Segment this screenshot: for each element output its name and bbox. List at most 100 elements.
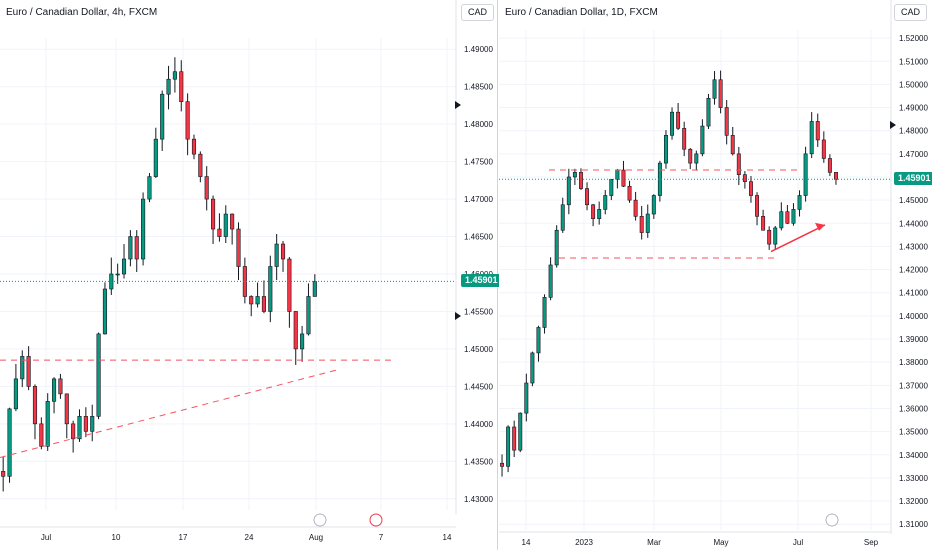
y-tick-label: 1.47000 bbox=[464, 195, 493, 204]
candle-body bbox=[45, 401, 50, 447]
flag-icon bbox=[369, 513, 383, 527]
right-chart-svg[interactable]: 1.52000 1.51000 1.50000 1.49000 1.48000 1.470… bbox=[499, 0, 932, 550]
candle-body bbox=[77, 416, 82, 440]
y-tick-label: 1.31000 bbox=[899, 520, 928, 529]
candle-body bbox=[102, 288, 107, 335]
left-chart-svg[interactable]: 1.49000 1.48500 1.48000 1.47500 1.47000 1.465… bbox=[0, 0, 498, 550]
y-tick-label: 1.48500 bbox=[464, 83, 493, 92]
y-tick-label: 1.42000 bbox=[899, 266, 928, 275]
candle-body bbox=[172, 71, 177, 80]
candle-body bbox=[230, 213, 235, 230]
candle-body bbox=[542, 297, 547, 328]
candle-body bbox=[518, 412, 523, 451]
candle-body bbox=[280, 243, 286, 260]
candle-body bbox=[20, 356, 25, 380]
candle-body bbox=[639, 216, 644, 233]
candle-body bbox=[39, 423, 44, 447]
y-tick-label: 1.48000 bbox=[899, 127, 928, 136]
candle-body bbox=[141, 198, 146, 260]
candle-body bbox=[742, 174, 747, 182]
y-tick-label: 1.40000 bbox=[899, 312, 928, 321]
candle-body bbox=[249, 296, 254, 305]
y-tick-label: 1.44500 bbox=[464, 382, 493, 391]
y-tick-label: 1.43500 bbox=[464, 457, 493, 466]
candle-body bbox=[255, 296, 260, 305]
candle-body bbox=[785, 211, 790, 224]
y-tick-label: 1.45000 bbox=[899, 196, 928, 205]
candle-body bbox=[676, 111, 681, 129]
candle-body bbox=[211, 198, 216, 230]
right-chart-panel[interactable]: 1.52000 1.51000 1.50000 1.49000 1.48000 1.470… bbox=[499, 0, 932, 550]
candle-body bbox=[506, 426, 511, 467]
candle-body bbox=[128, 236, 133, 260]
candle-body bbox=[724, 107, 729, 136]
left-currency-button[interactable]: CAD bbox=[461, 4, 495, 21]
y-tick-label: 1.43000 bbox=[899, 242, 928, 251]
candle-body bbox=[32, 386, 38, 425]
candle-body bbox=[268, 266, 273, 312]
candle-body bbox=[572, 172, 577, 178]
candle-body bbox=[627, 185, 632, 201]
candle-body bbox=[688, 148, 693, 164]
candle-body bbox=[736, 153, 741, 175]
candle-body bbox=[694, 153, 699, 164]
candle-body bbox=[797, 195, 802, 210]
y-tick-label: 1.36000 bbox=[899, 404, 928, 413]
y-tick-label: 1.38000 bbox=[899, 358, 928, 367]
right-currency-button[interactable]: CAD bbox=[894, 4, 928, 21]
candle-body bbox=[663, 135, 668, 164]
candle-body bbox=[706, 97, 711, 127]
candle-body bbox=[300, 333, 305, 350]
y-tick-label: 1.43000 bbox=[464, 495, 493, 504]
candle-body bbox=[633, 199, 638, 217]
candle-body bbox=[64, 393, 69, 425]
y-tick-label: 1.44000 bbox=[899, 219, 928, 228]
candle-body bbox=[7, 408, 12, 477]
candle-body bbox=[748, 181, 753, 196]
candle-body bbox=[198, 153, 203, 177]
y-tick-label: 1.47500 bbox=[464, 158, 493, 167]
candle-body bbox=[160, 93, 165, 140]
candle-body bbox=[293, 311, 298, 350]
x-tick-label: 24 bbox=[245, 533, 254, 542]
event-icon bbox=[825, 513, 839, 527]
y-tick-label: 1.50000 bbox=[899, 80, 928, 89]
trend-arrow bbox=[770, 224, 826, 253]
trend-arrow-head bbox=[815, 222, 825, 231]
candle-body bbox=[548, 264, 553, 298]
candle-body bbox=[52, 378, 57, 402]
candle-body bbox=[500, 462, 505, 467]
candle-body bbox=[815, 121, 820, 141]
y-tick-label: 1.46500 bbox=[464, 233, 493, 242]
candle-body bbox=[712, 79, 717, 99]
candle-body bbox=[312, 281, 317, 297]
candle-body bbox=[274, 243, 279, 267]
left-chart-panel[interactable]: 1.49000 1.48500 1.48000 1.47500 1.47000 1.465… bbox=[0, 0, 502, 550]
candle-body bbox=[615, 169, 620, 180]
candle-body bbox=[761, 216, 766, 231]
candle-body bbox=[191, 138, 197, 155]
candle-body bbox=[603, 195, 608, 210]
x-tick-label: 7 bbox=[379, 533, 384, 542]
candle-body bbox=[809, 121, 814, 155]
candle-body bbox=[591, 204, 596, 219]
candle-body bbox=[755, 195, 760, 217]
x-tick-label: 14 bbox=[522, 538, 531, 547]
candle-body bbox=[153, 138, 158, 177]
candle-body bbox=[185, 101, 190, 140]
candle-body bbox=[287, 258, 292, 312]
left-last-price-tag: 1.45901 bbox=[461, 274, 502, 288]
x-tick-label: Jul bbox=[793, 538, 803, 547]
x-tick-label: Mar bbox=[647, 538, 661, 547]
candle-body bbox=[179, 71, 184, 102]
price-scale-marker-icon bbox=[455, 101, 461, 109]
x-tick-label: Jul bbox=[41, 533, 51, 542]
candle-body bbox=[1, 471, 6, 477]
y-tick-label: 1.49000 bbox=[464, 45, 493, 54]
candle-body bbox=[26, 356, 31, 387]
y-tick-label: 1.48000 bbox=[464, 120, 493, 129]
candle-body bbox=[609, 179, 614, 196]
y-tick-label: 1.45000 bbox=[464, 345, 493, 354]
candle-body bbox=[621, 169, 626, 187]
candle-body bbox=[512, 426, 517, 451]
